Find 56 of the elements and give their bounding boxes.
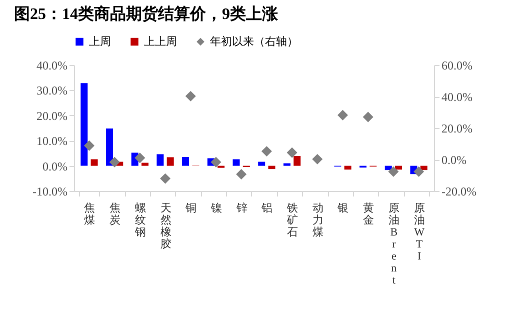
y-tick-label: -10.0% xyxy=(32,184,68,198)
x-tick-label: 天然橡胶 xyxy=(160,202,172,250)
x-tick-label: 铜 xyxy=(184,202,197,214)
bar xyxy=(232,159,240,166)
x-tick-label: 铁矿石 xyxy=(286,202,298,238)
y2-tick-label: 60.0% xyxy=(442,58,472,72)
x-tick-label: 镍 xyxy=(210,202,222,214)
x-tick-label: 焦炭 xyxy=(110,202,121,226)
legend-label: 上上周 xyxy=(144,34,177,48)
bar xyxy=(182,156,190,166)
point xyxy=(414,166,424,177)
x-tick-label: 动力煤 xyxy=(312,202,324,238)
bar xyxy=(166,157,174,166)
point xyxy=(312,154,323,164)
bar xyxy=(156,154,164,166)
x-tick-label: 焦煤 xyxy=(84,202,96,226)
y-tick-label: 0.0% xyxy=(42,159,68,174)
point xyxy=(134,152,146,164)
y-tick-label: 20.0% xyxy=(36,108,68,123)
y2-tick-label: 0.0% xyxy=(442,153,466,167)
point xyxy=(109,156,120,168)
legend-label: 年初以来（右轴） xyxy=(210,34,298,48)
point xyxy=(84,140,94,151)
x-tick-label: 黄金 xyxy=(363,202,374,226)
legend-label: 上周 xyxy=(89,34,111,48)
bar xyxy=(258,162,266,166)
y2-tick-label: 20.0% xyxy=(442,122,472,136)
y2-tick-label: -20.0% xyxy=(442,184,476,198)
point xyxy=(236,169,247,180)
y2-tick-label: 40.0% xyxy=(442,90,472,104)
bar xyxy=(268,166,276,170)
point xyxy=(185,90,196,102)
bar xyxy=(90,159,98,166)
point xyxy=(261,146,272,157)
x-tick-label: 铝 xyxy=(260,202,273,214)
x-tick-label: 原油WTI xyxy=(414,202,426,262)
x-tick-label: 原油Brent xyxy=(388,202,400,286)
bar xyxy=(80,83,88,166)
chart-title: 图25：14类商品期货结算价，9类上涨 xyxy=(14,5,279,23)
point xyxy=(362,112,374,122)
x-tick-label: 螺纹钢 xyxy=(134,202,146,238)
x-tick-label: 锌 xyxy=(235,202,248,214)
point xyxy=(210,156,222,168)
bar xyxy=(294,156,301,166)
y-tick-label: 10.0% xyxy=(36,134,68,148)
bar xyxy=(106,128,113,166)
point xyxy=(160,173,171,184)
point xyxy=(337,110,348,120)
point xyxy=(388,166,399,177)
bar xyxy=(283,163,290,166)
point xyxy=(286,147,298,158)
bar xyxy=(344,166,352,170)
y-tick-label: 40.0% xyxy=(36,58,68,72)
x-tick-label: 银 xyxy=(336,202,349,214)
bar xyxy=(141,162,148,166)
y-tick-label: 30.0% xyxy=(36,84,68,98)
